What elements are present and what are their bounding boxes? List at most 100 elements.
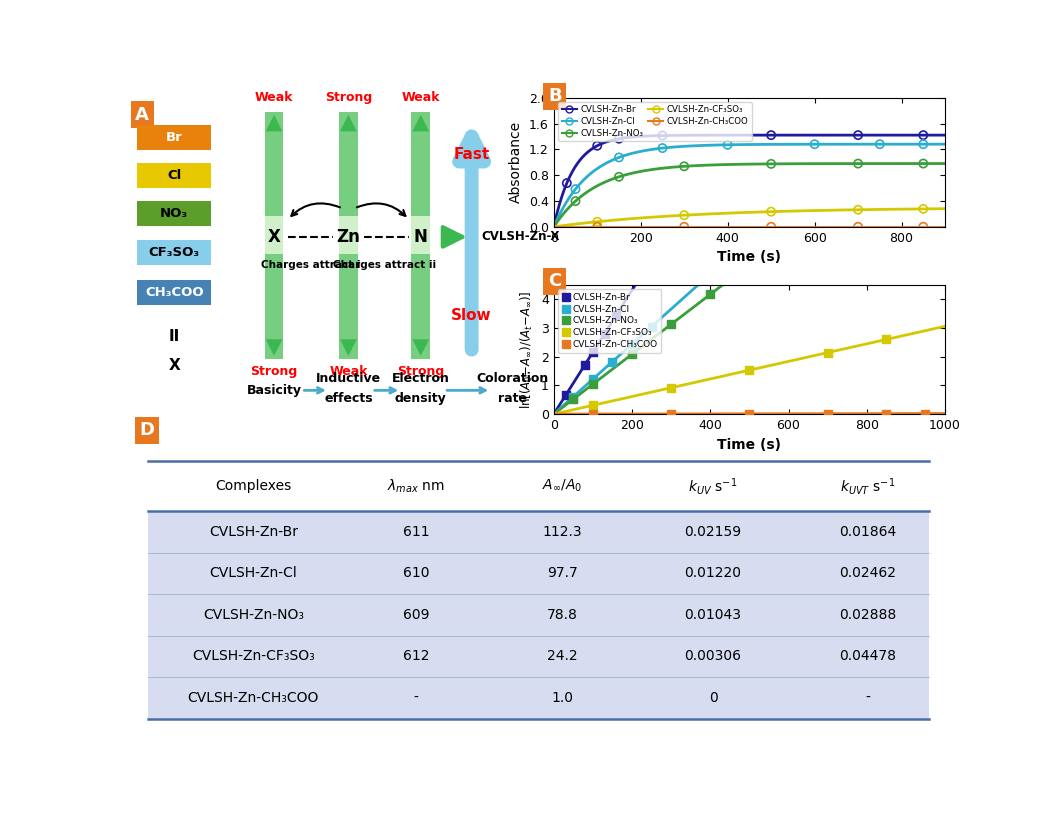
- Point: [565, 390, 582, 403]
- Text: 612: 612: [403, 650, 429, 663]
- Text: Weak: Weak: [401, 91, 440, 104]
- Text: 0.02159: 0.02159: [685, 525, 741, 539]
- Point: [585, 408, 602, 421]
- Text: 0.00306: 0.00306: [685, 650, 741, 663]
- Point: [872, 138, 888, 151]
- Text: A: A: [135, 106, 149, 124]
- Bar: [339, 112, 358, 359]
- Point: [611, 132, 628, 145]
- FancyBboxPatch shape: [138, 163, 211, 187]
- Text: Charges attract ii: Charges attract ii: [333, 260, 436, 270]
- Point: [596, 327, 613, 340]
- Text: B: B: [548, 87, 562, 105]
- Text: 0.04478: 0.04478: [839, 650, 897, 663]
- X-axis label: Time (s): Time (s): [717, 437, 781, 452]
- Point: [819, 407, 836, 420]
- Bar: [147, 553, 928, 594]
- Point: [611, 170, 628, 183]
- Bar: [412, 254, 430, 359]
- Legend: CVLSH-Zn-Br, CVLSH-Zn-Cl, CVLSH-Zn-NO₃, CVLSH-Zn-CF₃SO₃, CVLSH-Zn-CH₃COO: CVLSH-Zn-Br, CVLSH-Zn-Cl, CVLSH-Zn-NO₃, …: [559, 102, 752, 141]
- Point: [676, 221, 693, 234]
- Text: 0: 0: [709, 691, 717, 705]
- Text: 0.01220: 0.01220: [685, 567, 741, 580]
- Text: Br: Br: [166, 131, 183, 144]
- Point: [585, 346, 602, 359]
- Text: Slow: Slow: [452, 309, 492, 323]
- Text: 78.8: 78.8: [547, 608, 578, 622]
- Text: N: N: [414, 228, 427, 246]
- Point: [762, 129, 779, 142]
- Point: [676, 160, 693, 173]
- Bar: [147, 511, 928, 553]
- Text: 112.3: 112.3: [543, 525, 583, 539]
- Point: [915, 203, 931, 216]
- Bar: [339, 254, 358, 359]
- Text: 610: 610: [403, 567, 429, 580]
- Point: [624, 348, 640, 361]
- Bar: [265, 112, 284, 359]
- Point: [917, 407, 933, 420]
- Text: Strong: Strong: [324, 91, 372, 104]
- Text: X: X: [268, 228, 280, 246]
- Text: Basicity: Basicity: [247, 384, 301, 397]
- Text: $k_{UVT}$ s$^{-1}$: $k_{UVT}$ s$^{-1}$: [840, 475, 896, 497]
- FancyBboxPatch shape: [138, 125, 211, 150]
- Point: [654, 142, 671, 155]
- Point: [654, 129, 671, 142]
- Text: effects: effects: [324, 392, 373, 405]
- Point: [663, 407, 679, 420]
- Text: CVLSH-Zn-Cl: CVLSH-Zn-Cl: [209, 567, 297, 580]
- Point: [806, 138, 823, 151]
- Text: density: density: [395, 392, 446, 405]
- Point: [589, 139, 606, 152]
- Point: [878, 407, 895, 420]
- Text: NO₃: NO₃: [161, 207, 188, 220]
- Point: [604, 355, 621, 368]
- Text: CVLSH-Zn-CF₃SO₃: CVLSH-Zn-CF₃SO₃: [192, 650, 315, 663]
- Text: 0.01864: 0.01864: [839, 525, 897, 539]
- Text: 1.0: 1.0: [551, 691, 573, 705]
- Point: [915, 129, 931, 142]
- Bar: [265, 112, 284, 217]
- Text: D: D: [140, 421, 154, 439]
- Text: Zn: Zn: [336, 228, 360, 246]
- Point: [585, 373, 602, 386]
- Legend: CVLSH-Zn-Br, CVLSH-Zn-Cl, CVLSH-Zn-NO₃, CVLSH-Zn-CF₃SO₃, CVLSH-Zn-CH₃COO: CVLSH-Zn-Br, CVLSH-Zn-Cl, CVLSH-Zn-NO₃, …: [559, 290, 662, 352]
- Y-axis label: ln[($A_0$$-$$A_\infty$)/($A_t$$-$$A_\infty$)]: ln[($A_0$$-$$A_\infty$)/($A_t$$-$$A_\inf…: [520, 291, 536, 409]
- Bar: [412, 112, 430, 359]
- Text: Strong: Strong: [250, 365, 297, 378]
- Text: CVLSH-Zn-X: CVLSH-Zn-X: [481, 230, 560, 243]
- Bar: [147, 677, 928, 719]
- Point: [701, 288, 718, 301]
- Point: [558, 389, 574, 402]
- Point: [589, 221, 606, 234]
- Text: Weak: Weak: [255, 91, 293, 104]
- Point: [719, 138, 736, 151]
- Text: Electron: Electron: [392, 372, 449, 385]
- Point: [762, 205, 779, 218]
- Point: [819, 346, 836, 359]
- Text: 0.02462: 0.02462: [839, 567, 897, 580]
- Bar: [412, 112, 430, 217]
- Text: Fast: Fast: [454, 147, 489, 162]
- Text: $k_{UV}$ s$^{-1}$: $k_{UV}$ s$^{-1}$: [689, 475, 738, 497]
- Bar: [265, 254, 284, 359]
- Point: [915, 157, 931, 170]
- Point: [585, 399, 602, 412]
- Point: [878, 333, 895, 346]
- Text: 24.2: 24.2: [547, 650, 578, 663]
- Point: [608, 309, 625, 322]
- Y-axis label: Absorbance: Absorbance: [509, 121, 523, 204]
- Point: [559, 177, 575, 190]
- Text: 97.7: 97.7: [547, 567, 578, 580]
- Bar: [339, 112, 358, 217]
- Text: Inductive: Inductive: [316, 372, 381, 385]
- Text: Charges attract i: Charges attract i: [261, 260, 361, 270]
- Point: [624, 338, 640, 351]
- Text: CVLSH-Zn-CH₃COO: CVLSH-Zn-CH₃COO: [188, 691, 319, 705]
- Text: Coloration: Coloration: [477, 372, 549, 385]
- Text: 0.01043: 0.01043: [685, 608, 741, 622]
- Text: CVLSH-Zn-NO₃: CVLSH-Zn-NO₃: [203, 608, 303, 622]
- Point: [762, 157, 779, 170]
- Point: [589, 215, 606, 228]
